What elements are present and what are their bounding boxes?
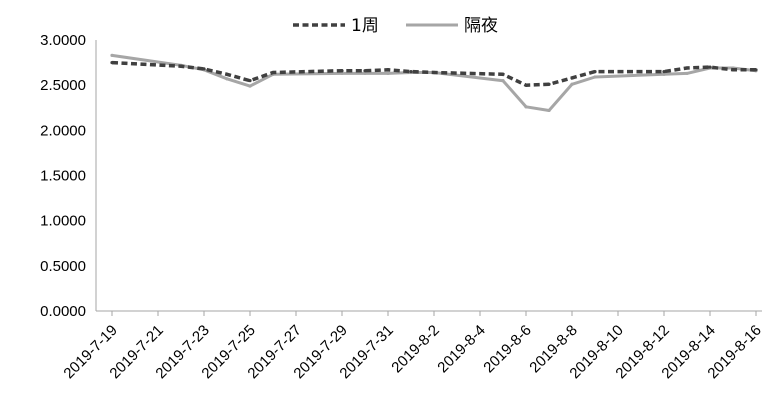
series-1-point [363,71,367,76]
y-tick-label: 2.0000 [40,122,86,139]
series-0-point [432,70,436,75]
y-tick-label: 0.5000 [40,258,86,275]
series-0-point [271,70,275,75]
series-1-point [340,71,344,76]
legend-label-0: 1周 [351,16,379,36]
series-0-point [179,64,183,68]
series-0-point [248,79,252,83]
legend-label-1: 隔夜 [464,16,498,36]
x-tick-label: 2019-8-6 [480,322,534,376]
series-1-point [501,79,505,83]
series-0-point [225,72,229,76]
legend: 1周 隔夜 [293,16,498,36]
series-0-point [363,69,367,73]
series-1-point [386,71,390,76]
y-tick-label: 1.0000 [40,213,86,230]
series-0-point [685,66,689,70]
series-0-point [593,70,597,74]
series-0-point [524,83,528,87]
series-1-point [593,75,597,79]
series-0-point [662,70,666,74]
series-0-point [110,60,114,65]
series-0-point [731,68,735,72]
x-tick-label: 2019-8-4 [434,322,488,376]
series-1-point [248,84,252,88]
series-1-point [524,105,528,109]
series-0-point [570,76,574,80]
series-0-point [340,69,344,73]
series-0-point [501,72,505,76]
series-1-point [547,108,551,113]
series-1-point [662,72,666,76]
series-0-point [409,70,413,74]
series-layer [110,53,758,113]
y-tick-label: 2.5000 [40,77,86,94]
x-axis-tick-marks [111,311,757,316]
series-1-point [110,53,114,57]
y-tick-label: 0.0000 [40,303,86,320]
series-1-point [570,82,574,86]
series-0-point [708,65,712,69]
series-1-point [685,71,689,76]
x-axis-tick-labels: 2019-7-192019-7-212019-7-232019-7-252019… [60,322,764,382]
series-0-point [386,68,390,72]
series-1-point [225,77,229,81]
series-0-point [754,68,758,72]
y-tick-label: 1.5000 [40,168,86,185]
series-line-1 [111,53,757,112]
x-tick-label: 2019-8-2 [388,322,442,376]
series-0-point [202,67,206,71]
series-0-point [547,82,551,86]
y-axis-tick-labels: 0.0000 0.5000 1.0000 1.5000 2.0000 2.5000 3.00… [40,32,86,320]
y-tick-label: 3.0000 [40,32,86,49]
